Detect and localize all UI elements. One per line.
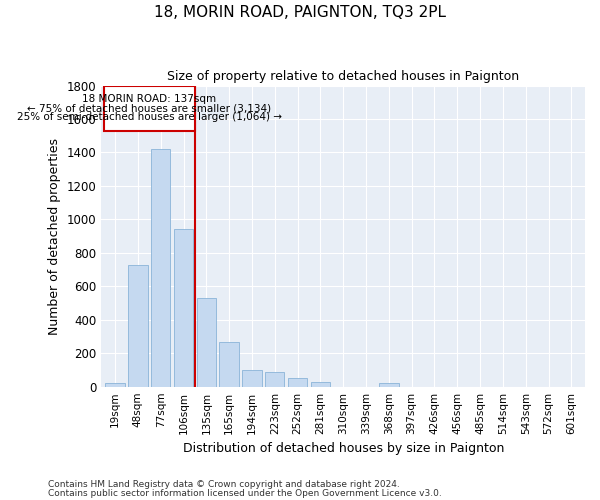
Bar xyxy=(265,372,284,386)
Text: Contains HM Land Registry data © Crown copyright and database right 2024.: Contains HM Land Registry data © Crown c… xyxy=(48,480,400,489)
Bar xyxy=(288,378,307,386)
Bar xyxy=(379,384,398,386)
Text: 18, MORIN ROAD, PAIGNTON, TQ3 2PL: 18, MORIN ROAD, PAIGNTON, TQ3 2PL xyxy=(154,5,446,20)
X-axis label: Distribution of detached houses by size in Paignton: Distribution of detached houses by size … xyxy=(182,442,504,455)
Bar xyxy=(104,86,195,130)
Text: ← 75% of detached houses are smaller (3,134): ← 75% of detached houses are smaller (3,… xyxy=(27,103,271,113)
Text: 25% of semi-detached houses are larger (1,064) →: 25% of semi-detached houses are larger (… xyxy=(17,112,282,122)
Bar xyxy=(151,149,170,386)
Bar xyxy=(106,384,125,386)
Text: Contains public sector information licensed under the Open Government Licence v3: Contains public sector information licen… xyxy=(48,488,442,498)
Bar xyxy=(311,382,330,386)
Title: Size of property relative to detached houses in Paignton: Size of property relative to detached ho… xyxy=(167,70,519,83)
Bar xyxy=(220,342,239,386)
Y-axis label: Number of detached properties: Number of detached properties xyxy=(48,138,61,334)
Text: 18 MORIN ROAD: 137sqm: 18 MORIN ROAD: 137sqm xyxy=(82,94,217,104)
Bar xyxy=(197,298,216,386)
Bar xyxy=(242,370,262,386)
Bar xyxy=(128,264,148,386)
Bar xyxy=(174,230,193,386)
